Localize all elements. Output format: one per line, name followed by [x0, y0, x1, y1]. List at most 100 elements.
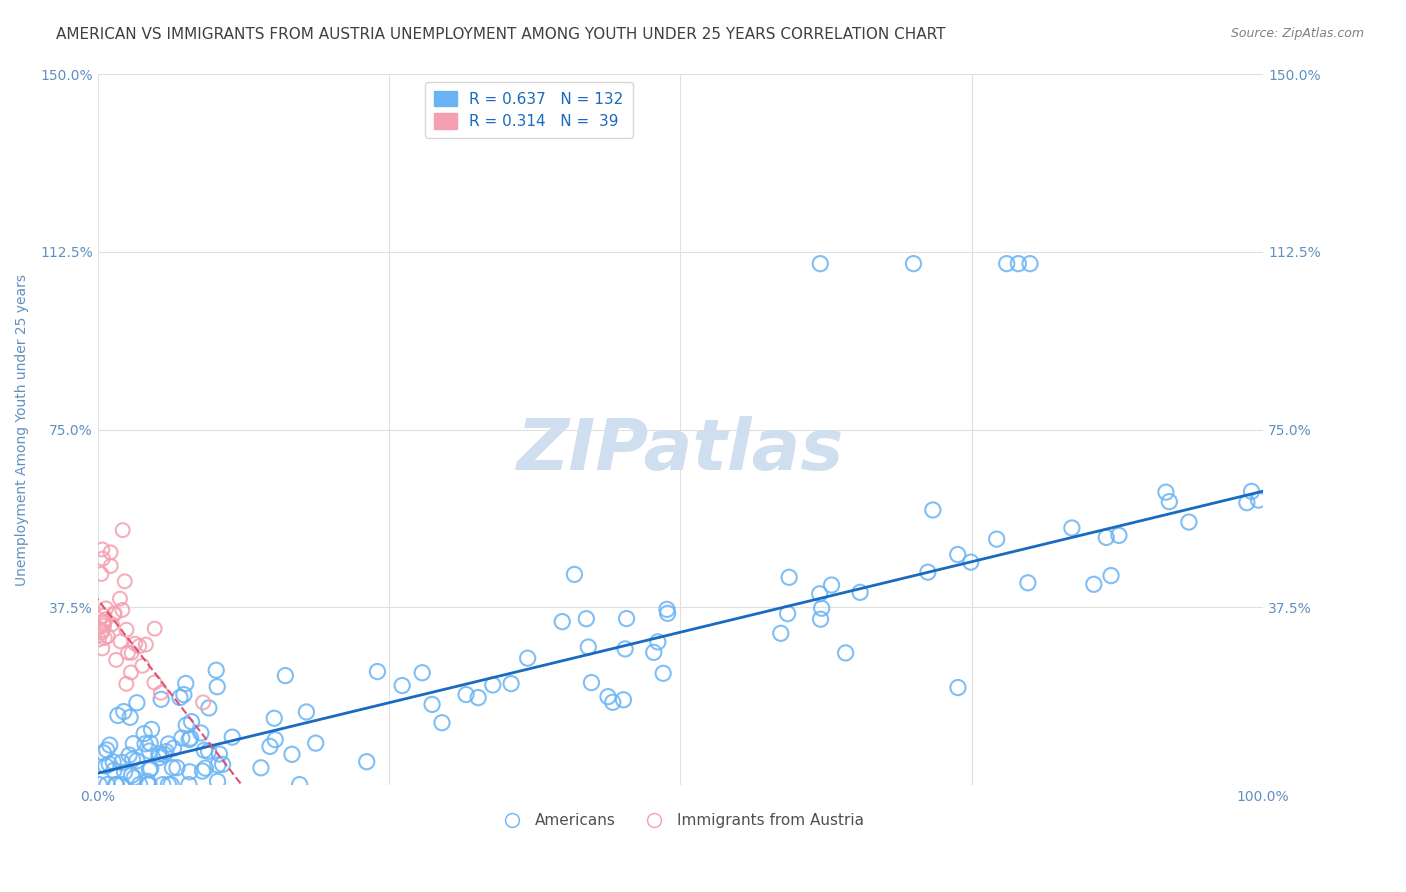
- Point: [93, 631, 115, 645]
- Point: [454, 688, 477, 702]
- Point: [138, 744, 160, 758]
- Point: [148, 747, 170, 761]
- Point: [1099, 568, 1122, 582]
- Point: [516, 651, 538, 665]
- Point: [834, 646, 856, 660]
- Point: [391, 679, 413, 693]
- Point: [986, 532, 1008, 546]
- Point: [190, 726, 212, 740]
- Point: [174, 676, 197, 690]
- Point: [250, 761, 273, 775]
- Point: [207, 774, 229, 789]
- Point: [221, 730, 243, 744]
- Point: [153, 747, 176, 762]
- Point: [946, 548, 969, 562]
- Point: [482, 678, 505, 692]
- Point: [112, 705, 135, 719]
- Point: [207, 758, 229, 772]
- Point: [602, 695, 624, 709]
- Point: [93, 616, 115, 631]
- Point: [778, 570, 800, 584]
- Point: [96, 743, 118, 757]
- Point: [94, 612, 117, 626]
- Point: [657, 607, 679, 621]
- Point: [467, 690, 489, 705]
- Point: [1178, 515, 1201, 529]
- Point: [274, 668, 297, 682]
- Point: [655, 602, 678, 616]
- Point: [810, 601, 832, 615]
- Point: [91, 542, 114, 557]
- Point: [366, 665, 388, 679]
- Point: [138, 763, 160, 777]
- Point: [134, 737, 156, 751]
- Point: [111, 603, 134, 617]
- Point: [995, 257, 1018, 271]
- Point: [87, 632, 110, 647]
- Point: [97, 629, 120, 643]
- Point: [1007, 257, 1029, 271]
- Point: [576, 640, 599, 654]
- Legend: Americans, Immigrants from Austria: Americans, Immigrants from Austria: [491, 807, 870, 834]
- Point: [94, 759, 117, 773]
- Point: [121, 752, 143, 766]
- Point: [93, 618, 115, 632]
- Point: [104, 778, 127, 792]
- Point: [281, 747, 304, 762]
- Point: [1060, 521, 1083, 535]
- Point: [575, 612, 598, 626]
- Point: [136, 774, 159, 789]
- Point: [152, 778, 174, 792]
- Point: [103, 755, 125, 769]
- Point: [420, 698, 443, 712]
- Point: [808, 587, 831, 601]
- Point: [131, 658, 153, 673]
- Point: [149, 686, 172, 700]
- Point: [903, 257, 925, 271]
- Point: [205, 680, 228, 694]
- Point: [263, 711, 285, 725]
- Point: [198, 701, 221, 715]
- Point: [1017, 575, 1039, 590]
- Point: [194, 761, 217, 775]
- Point: [93, 746, 115, 760]
- Point: [173, 688, 195, 702]
- Point: [180, 731, 202, 745]
- Point: [91, 623, 114, 637]
- Point: [115, 677, 138, 691]
- Point: [107, 708, 129, 723]
- Point: [1154, 485, 1177, 500]
- Point: [1236, 496, 1258, 510]
- Y-axis label: Unemployment Among Youth under 25 years: Unemployment Among Youth under 25 years: [15, 274, 30, 585]
- Point: [177, 778, 200, 792]
- Point: [111, 523, 134, 537]
- Point: [430, 715, 453, 730]
- Point: [162, 741, 184, 756]
- Point: [810, 612, 832, 626]
- Point: [1240, 484, 1263, 499]
- Point: [614, 641, 637, 656]
- Point: [356, 755, 378, 769]
- Point: [135, 638, 157, 652]
- Point: [136, 778, 159, 792]
- Point: [111, 756, 134, 770]
- Point: [191, 695, 214, 709]
- Point: [616, 611, 638, 625]
- Point: [96, 778, 118, 792]
- Point: [1159, 494, 1181, 508]
- Point: [208, 747, 231, 761]
- Point: [259, 739, 281, 754]
- Point: [125, 696, 148, 710]
- Point: [946, 681, 969, 695]
- Point: [91, 625, 114, 640]
- Point: [101, 617, 124, 632]
- Point: [205, 663, 228, 677]
- Point: [157, 737, 180, 751]
- Point: [103, 764, 125, 778]
- Point: [166, 761, 188, 775]
- Point: [138, 778, 160, 792]
- Point: [191, 764, 214, 778]
- Point: [117, 646, 139, 660]
- Point: [114, 765, 136, 780]
- Point: [139, 761, 162, 775]
